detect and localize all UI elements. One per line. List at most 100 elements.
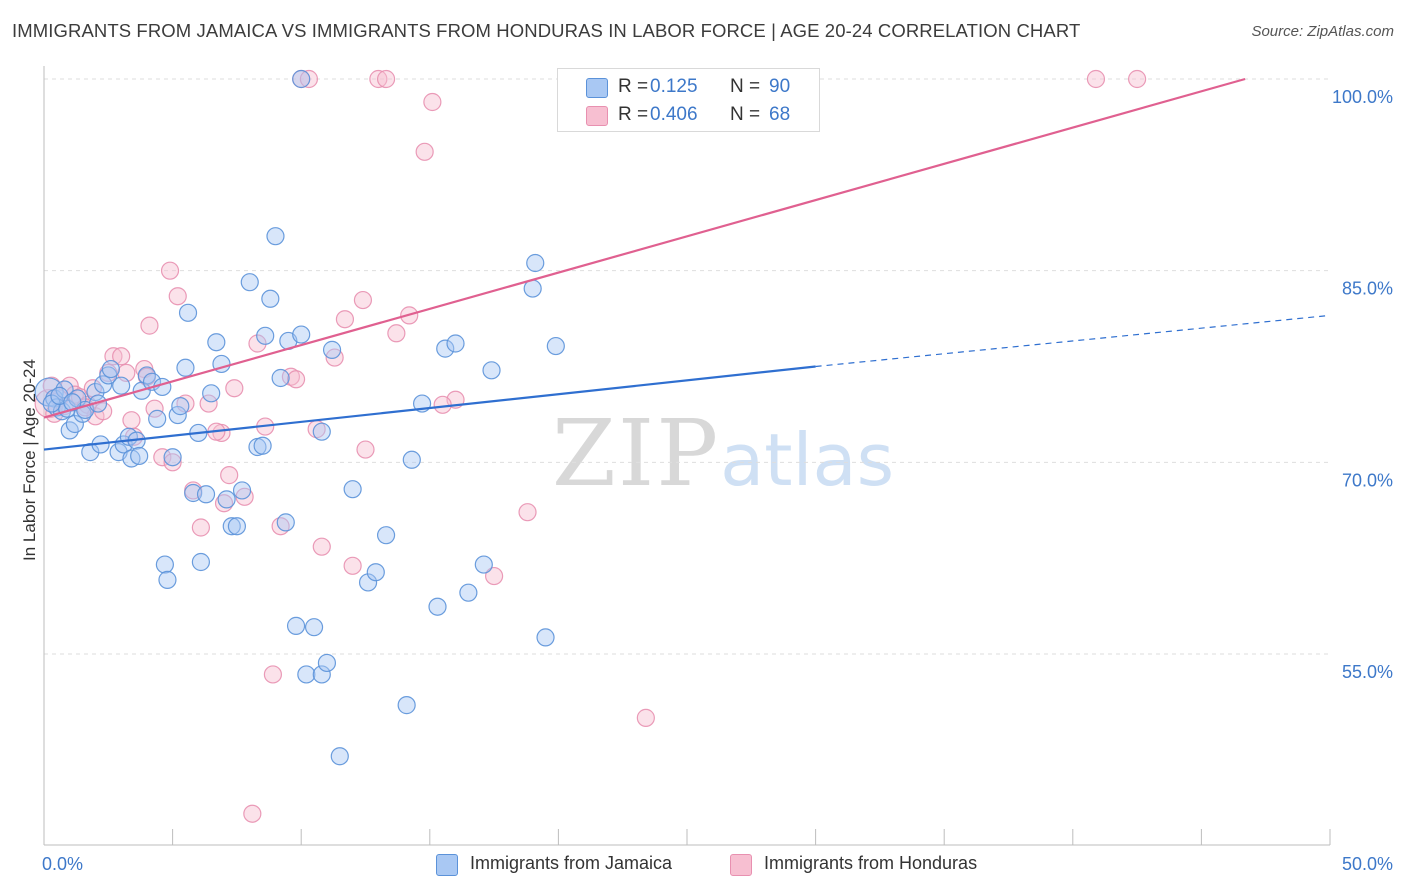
jamaica-point	[358, 573, 378, 592]
honduras-point	[286, 370, 306, 389]
watermark-atlas: atlas	[720, 418, 895, 502]
jamaica-point	[86, 382, 105, 402]
jamaica-point	[42, 394, 61, 413]
jamaica-point	[232, 481, 252, 500]
honduras-point	[191, 518, 210, 537]
jamaica-point	[436, 339, 455, 358]
watermark-zip: ZIP	[552, 400, 721, 507]
y-tick-label: 100.0%	[1332, 87, 1393, 107]
honduras-point	[220, 466, 239, 485]
jamaica-point	[482, 361, 501, 380]
honduras-point	[335, 310, 355, 329]
jamaica-swatch	[436, 854, 458, 876]
honduras-point	[433, 395, 452, 414]
jamaica-point	[343, 480, 362, 499]
jamaica-point	[536, 628, 555, 647]
x-tick-label: 0.0%	[42, 854, 83, 874]
stats-legend: R = 0.125 N = 90 R = 0.406 N = 68	[557, 68, 820, 132]
honduras-trend-line	[43, 77, 1246, 419]
honduras-point	[636, 708, 655, 727]
jamaica-point	[446, 334, 465, 353]
jamaica-trend-line	[43, 365, 816, 451]
jamaica-point	[176, 358, 195, 377]
y-tick-label: 85.0%	[1342, 279, 1393, 299]
jamaica-point	[256, 326, 275, 345]
r-value: 0.406	[650, 104, 698, 125]
jamaica-point	[261, 289, 280, 308]
honduras-point	[387, 324, 406, 343]
jamaica-point	[266, 227, 285, 246]
honduras-point	[248, 334, 267, 353]
honduras-point	[122, 411, 141, 430]
honduras-point	[369, 69, 388, 89]
honduras-point	[225, 379, 244, 398]
jamaica-point	[428, 597, 447, 616]
honduras-point	[168, 287, 187, 306]
y-tick-label: 55.0%	[1342, 662, 1393, 682]
stats-row-jamaica: R = 0.125 N = 90	[558, 72, 819, 102]
honduras-point	[163, 453, 182, 472]
jamaica-point	[330, 747, 349, 766]
honduras-point	[353, 290, 373, 310]
jamaica-point	[94, 375, 113, 394]
r-label: R =	[618, 76, 649, 97]
jamaica-point	[202, 384, 221, 403]
legend-label: Immigrants from Honduras	[764, 853, 978, 873]
jamaica-point	[297, 665, 316, 684]
honduras-point	[112, 347, 131, 366]
jamaica-point	[171, 397, 190, 416]
jamaica-point	[163, 448, 182, 467]
honduras-point	[376, 69, 396, 89]
jamaica-point	[397, 696, 416, 715]
n-value: 68	[769, 104, 791, 125]
honduras-point	[140, 316, 159, 335]
jamaica-point	[88, 394, 108, 413]
honduras-swatch	[730, 854, 752, 876]
jamaica-point	[101, 359, 120, 379]
y-tick-label: 70.0%	[1342, 470, 1393, 490]
jamaica-point	[317, 653, 337, 673]
jamaica-point	[196, 485, 216, 504]
jamaica-point	[253, 436, 272, 455]
jamaica-point	[191, 552, 210, 572]
jamaica-point	[65, 414, 84, 434]
jamaica-point	[227, 517, 246, 536]
stats-row-honduras: R = 0.406 N = 68	[558, 100, 819, 130]
honduras-point	[153, 448, 172, 467]
jamaica-point	[292, 325, 311, 344]
jamaica-point	[474, 555, 493, 574]
x-tick-label: 50.0%	[1342, 854, 1393, 874]
honduras-swatch	[586, 106, 608, 126]
jamaica-point	[112, 376, 131, 395]
jamaica-point	[376, 526, 396, 545]
n-label: N =	[730, 104, 761, 125]
honduras-point	[263, 665, 283, 684]
jamaica-point	[240, 273, 259, 292]
jamaica-point	[312, 422, 331, 441]
jamaica-point	[286, 616, 306, 635]
source-credit: Source: ZipAtlas.com	[1251, 23, 1394, 40]
jamaica-point	[155, 555, 174, 574]
jamaica-point	[276, 513, 295, 532]
honduras-point	[356, 440, 375, 459]
jamaica-point	[546, 336, 565, 356]
jamaica-point	[222, 517, 241, 536]
jamaica-point	[158, 570, 177, 589]
n-value: 90	[769, 76, 791, 97]
legend-label: Immigrants from Jamaica	[470, 853, 673, 873]
jamaica-point	[322, 340, 342, 359]
jamaica-point	[312, 665, 331, 684]
y-axis-label: In Labor Force | Age 20-24	[20, 359, 39, 561]
honduras-point	[312, 537, 331, 556]
jamaica-point	[459, 583, 478, 602]
honduras-point	[415, 142, 434, 161]
honduras-point	[485, 566, 504, 586]
n-label: N =	[730, 76, 761, 97]
honduras-point	[1086, 69, 1106, 89]
jamaica-point	[304, 618, 324, 637]
r-value: 0.125	[650, 76, 698, 97]
series-legend: Immigrants from Jamaica Immigrants from …	[0, 852, 1406, 878]
jamaica-trend-extension	[815, 314, 1331, 368]
jamaica-swatch	[586, 78, 608, 98]
